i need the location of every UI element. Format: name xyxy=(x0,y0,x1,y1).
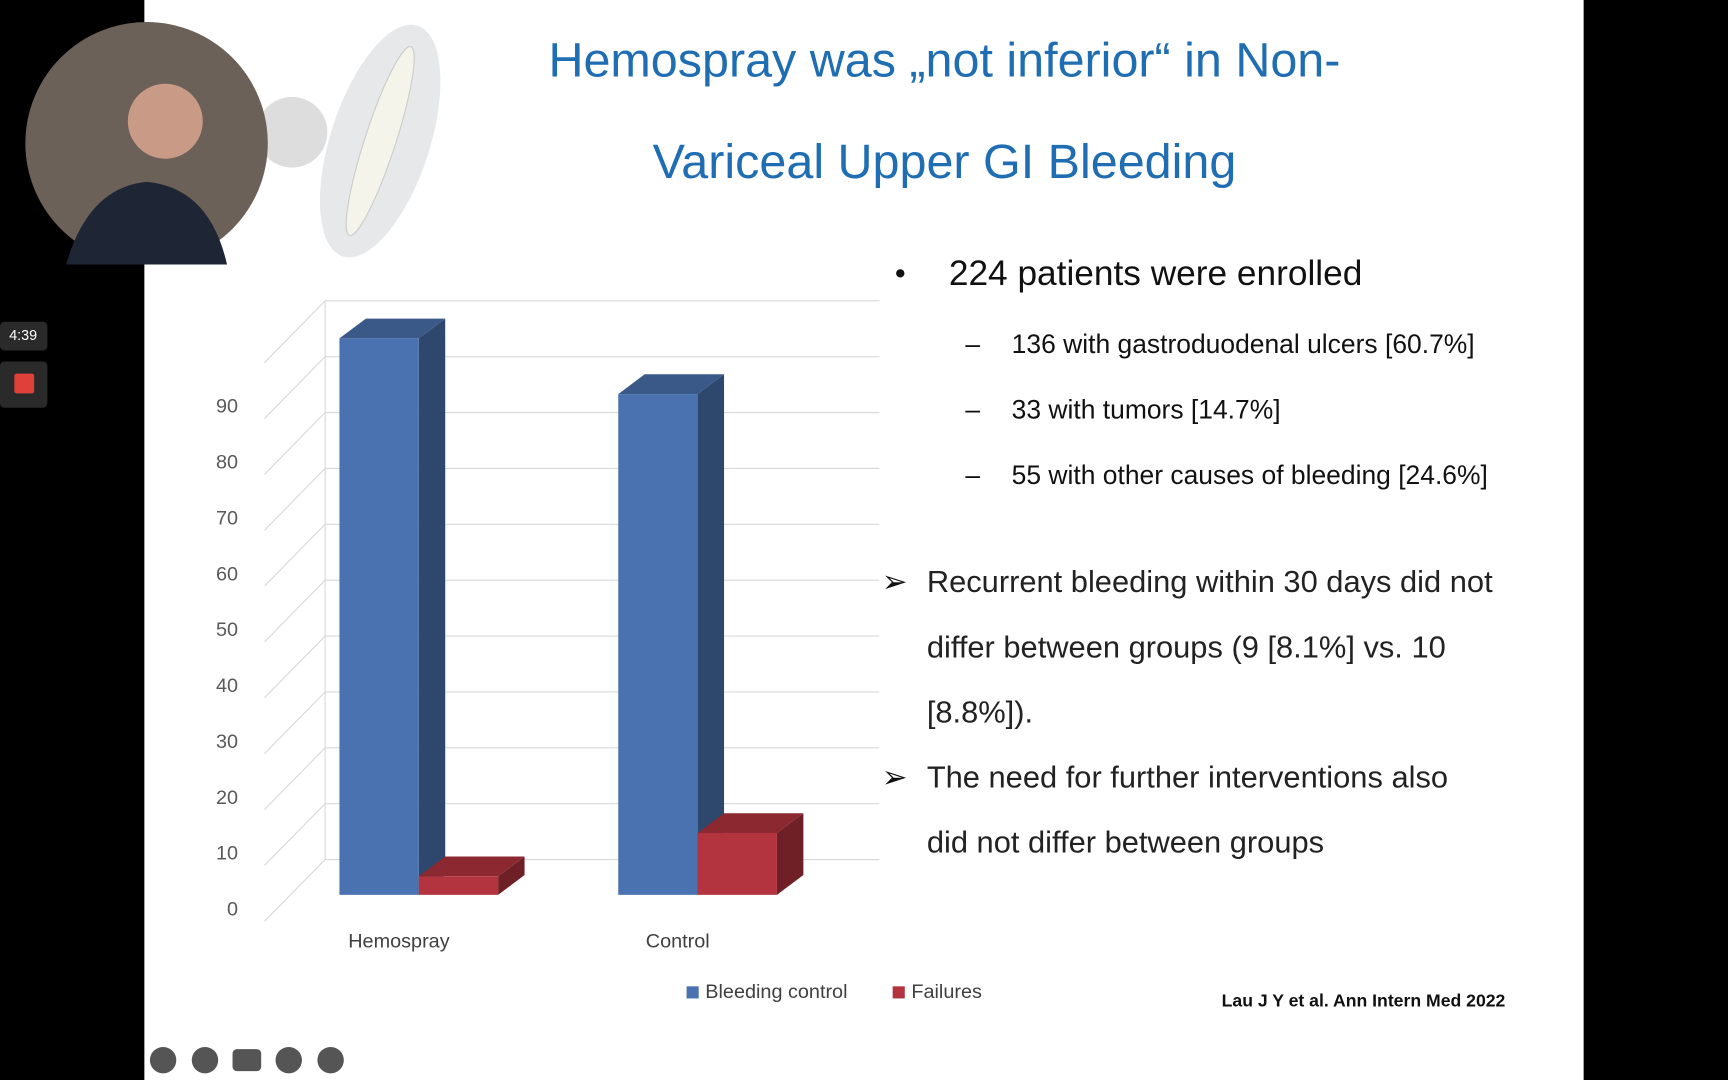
sub-bullet: 55 with other causes of bleeding [24.6%] xyxy=(1012,460,1488,490)
legend-swatch xyxy=(686,986,699,999)
bar-top xyxy=(339,318,446,339)
bar-side xyxy=(776,813,804,895)
slide-title: Variceal Upper GI Bleeding xyxy=(653,135,1237,189)
next-button[interactable] xyxy=(317,1046,344,1074)
y-tick-label: 40 xyxy=(216,675,238,697)
timer: 4:39 xyxy=(9,328,37,344)
pen-button[interactable] xyxy=(191,1046,219,1074)
y-tick-label: 0 xyxy=(227,899,238,921)
timer-box xyxy=(0,321,48,351)
finding-line: The need for further interventions also xyxy=(927,759,1448,794)
legend-label: Bleeding control xyxy=(705,981,847,1003)
bullet-dot: • xyxy=(895,256,906,291)
legend-label: Failures xyxy=(911,981,982,1003)
bar-top xyxy=(618,374,725,395)
bar-side xyxy=(498,856,525,895)
prev-button[interactable] xyxy=(149,1046,177,1074)
y-tick-label: 50 xyxy=(216,619,238,641)
bullet: 224 patients were enrolled xyxy=(949,254,1362,293)
arrow-bullet: ➢ xyxy=(882,759,908,794)
citation: Lau J Y et al. Ann Intern Med 2022 xyxy=(1222,990,1506,1010)
dash: – xyxy=(965,395,980,425)
bar-side xyxy=(418,318,446,895)
bar-top xyxy=(697,813,804,834)
sub-bullet: 33 with tumors [14.7%] xyxy=(1012,395,1281,425)
webcam-face xyxy=(127,83,203,159)
stop-button[interactable] xyxy=(14,373,35,394)
finding-line: [8.8%]). xyxy=(927,694,1033,729)
y-tick-label: 20 xyxy=(216,787,238,809)
y-tick-label: 80 xyxy=(216,452,238,474)
dash: – xyxy=(965,460,980,490)
bar xyxy=(339,338,419,895)
y-tick-label: 10 xyxy=(216,843,238,865)
y-tick-label: 60 xyxy=(216,563,238,585)
finding-line: did not differ between groups xyxy=(927,824,1324,859)
more-button[interactable] xyxy=(275,1046,302,1074)
cc-button[interactable] xyxy=(232,1049,262,1072)
bar xyxy=(697,833,777,895)
finding-line: differ between groups (9 [8.1%] vs. 10 xyxy=(927,629,1446,664)
powder-image xyxy=(256,96,328,168)
sub-bullet: 136 with gastroduodenal ulcers [60.7%] xyxy=(1012,329,1475,359)
device-tube xyxy=(345,46,415,237)
slide-title: Hemospray was „not inferior“ in Non- xyxy=(548,34,1340,88)
toolbar xyxy=(149,1046,344,1074)
webcam-suit xyxy=(66,181,228,265)
y-tick-label: 90 xyxy=(216,396,238,418)
bar xyxy=(418,876,499,895)
x-tick-label: Hemospray xyxy=(348,930,449,952)
bar-top xyxy=(418,856,525,877)
y-tick-label: 30 xyxy=(216,731,238,753)
legend-swatch xyxy=(892,986,905,999)
dash: – xyxy=(965,329,980,359)
arrow-bullet: ➢ xyxy=(882,564,908,599)
bar xyxy=(618,394,698,895)
y-tick-label: 70 xyxy=(216,507,238,529)
finding-line: Recurrent bleeding within 30 days did no… xyxy=(927,564,1493,599)
bar-side xyxy=(697,374,725,895)
x-tick-label: Control xyxy=(646,930,710,952)
